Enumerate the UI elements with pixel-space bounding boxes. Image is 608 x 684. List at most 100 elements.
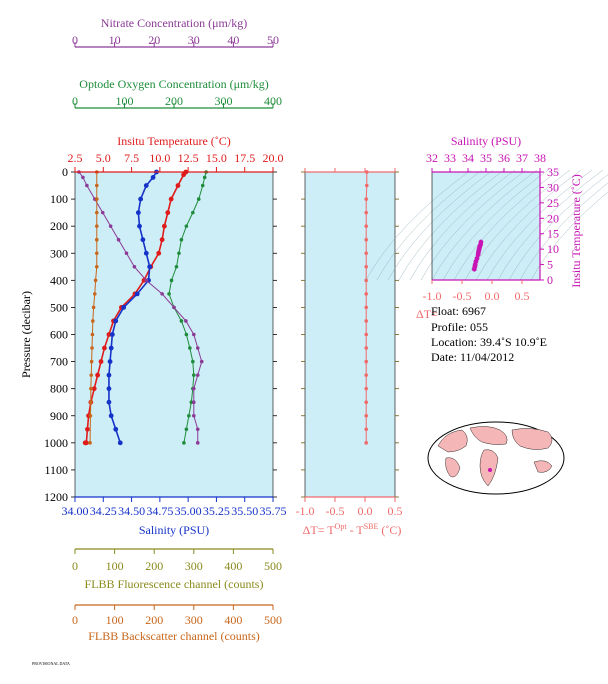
nitrate-tick-label: 40 — [227, 33, 239, 47]
series-point-nitrate — [184, 319, 188, 323]
ts-contour-line — [409, 169, 516, 281]
series-point-nitrate — [81, 175, 85, 180]
backscatter-tick-label: 100 — [106, 613, 124, 627]
temperature-tick-label: 15.0 — [206, 151, 227, 165]
series-point-salinity — [140, 237, 146, 243]
nitrate-tick-label: 10 — [109, 33, 121, 47]
series-point-nitrate — [199, 359, 204, 364]
salinity-tick-label: 34.25 — [90, 504, 117, 518]
profile-ylabel: Pressure (decibar) — [19, 291, 33, 378]
world-map — [427, 421, 565, 495]
delta-point — [364, 413, 369, 418]
series-point-salinity — [106, 372, 112, 378]
nitrate-tick-label: 20 — [148, 33, 160, 47]
series-point-temperature — [156, 250, 162, 256]
backscatter-tick-label: 500 — [264, 613, 282, 627]
series-point-backscatter — [94, 264, 99, 269]
temperature-tick-label: 20.0 — [263, 151, 284, 165]
ts-contour-line — [475, 169, 582, 281]
delta-point — [364, 346, 369, 350]
series-point-salinity — [113, 426, 119, 432]
delta-point — [364, 319, 369, 323]
series-point-oxygen — [184, 427, 189, 432]
oxygen-tick-label: 400 — [264, 94, 282, 108]
series-point-nitrate — [195, 427, 200, 432]
delta-point — [364, 264, 369, 269]
series-line-backscatter — [89, 172, 98, 443]
ts-xtick-label: 36 — [498, 151, 510, 165]
profile-ytick-label: 100 — [50, 192, 68, 206]
profile-axes: 0100200300400500600700800900100011001200… — [19, 16, 287, 643]
fluorescence-tick-label: 300 — [185, 559, 203, 573]
backscatter-tick-label: 200 — [145, 613, 163, 627]
delta-point — [365, 183, 369, 188]
delta-point — [364, 373, 369, 377]
delta-point — [364, 386, 369, 391]
ts-xtick-label: 35 — [480, 151, 492, 165]
series-point-salinity — [108, 413, 114, 419]
profile-ytick-label: 900 — [50, 409, 68, 423]
series-point-salinity — [107, 359, 113, 364]
series-point-backscatter — [94, 197, 99, 201]
delta-tick-label: 0.5 — [388, 504, 403, 518]
ts-point — [471, 266, 477, 272]
ts-ytick-label: 30 — [547, 180, 559, 194]
delta-point — [364, 224, 369, 228]
series-point-nitrate — [100, 210, 105, 215]
ts-bottom-tick-label: -1.0 — [423, 289, 442, 303]
series-point-nitrate — [172, 305, 176, 310]
series-point-salinity — [143, 250, 149, 256]
ts-contour-line — [519, 182, 608, 281]
temperature-tick-label: 5.0 — [96, 151, 111, 165]
series-point-oxygen — [200, 183, 205, 188]
delta-point — [364, 278, 369, 283]
ts-contour-line — [530, 191, 608, 281]
series-point-salinity — [109, 332, 115, 337]
series-point-backscatter — [89, 359, 94, 364]
delta-plot-area — [305, 172, 395, 497]
profile-plot-area — [75, 172, 273, 497]
float-location-marker — [488, 468, 492, 472]
series-point-backscatter — [90, 332, 95, 337]
temperature-axis-title: Insitu Temperature (˚C) — [117, 134, 231, 148]
series-point-salinity — [138, 196, 144, 202]
delta-point — [364, 292, 369, 296]
ts-xtick-label: 33 — [444, 151, 456, 165]
series-point-oxygen — [179, 319, 184, 323]
ts-ytick-label: 15 — [547, 227, 559, 241]
series-point-temperature — [91, 386, 97, 392]
oxygen-tick-label: 300 — [215, 94, 233, 108]
temperature-tick-label: 17.5 — [234, 151, 255, 165]
temperature-tick-label: 2.5 — [68, 151, 83, 165]
oxygen-tick-label: 100 — [116, 94, 134, 108]
profile-ytick-label: 1000 — [44, 436, 68, 450]
ts-xtick-label: 34 — [462, 151, 474, 165]
fluorescence-tick-label: 200 — [145, 559, 163, 573]
series-point-nitrate — [124, 251, 129, 256]
series-point-backscatter — [89, 373, 94, 377]
ts-ytick-label: 20 — [547, 211, 559, 225]
ts-contour-line — [398, 169, 505, 281]
nitrate-tick-label: 0 — [72, 33, 78, 47]
ts-xtick-label: 32 — [426, 151, 438, 165]
delta-point — [364, 197, 369, 201]
series-point-nitrate — [160, 292, 164, 296]
nitrate-tick-label: 30 — [188, 33, 200, 47]
series-point-oxygen — [179, 237, 184, 242]
series-point-oxygen — [196, 197, 201, 201]
delta-point — [364, 251, 369, 256]
series-line-salinity — [108, 171, 158, 444]
series-point-backscatter — [89, 400, 93, 405]
profile-ytick-label: 700 — [50, 355, 68, 369]
series-point-salinity — [143, 183, 149, 188]
profile-series-group — [77, 169, 208, 446]
temperature-tick-label: 7.5 — [124, 151, 139, 165]
series-point-salinity — [106, 386, 112, 392]
delta-point — [364, 332, 369, 337]
profile-ytick-label: 0 — [62, 165, 68, 179]
series-point-temperature — [161, 223, 167, 229]
series-point-oxygen — [167, 292, 171, 296]
fluorescence-tick-label: 500 — [264, 559, 282, 573]
series-point-backscatter — [94, 251, 99, 256]
series-point-temperature — [159, 237, 165, 243]
